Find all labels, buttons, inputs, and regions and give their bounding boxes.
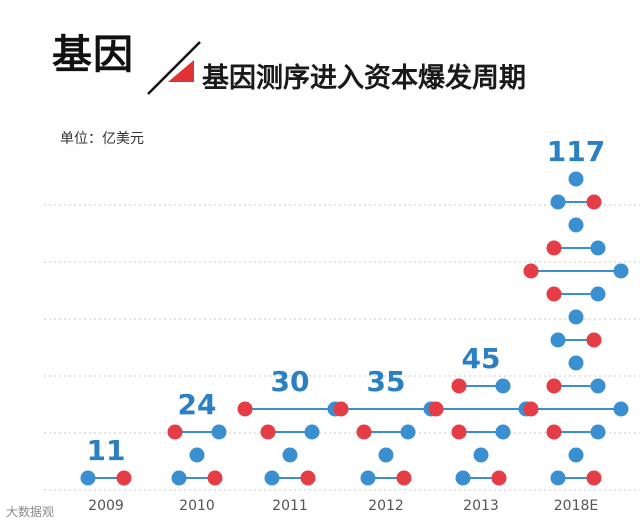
dot-right-2018E-10 (590, 240, 606, 256)
value-label-2012: 35 (367, 365, 406, 398)
dot-2012-1 (378, 447, 394, 463)
dot-right-2013-4 (495, 378, 511, 394)
dot-2018E-1 (568, 447, 584, 463)
x-tick-label-2013: 2013 (463, 498, 499, 514)
dot-right-2018E-2 (590, 424, 606, 440)
dot-right-2018E-9 (613, 263, 629, 279)
dot-right-2018E-0 (586, 470, 602, 486)
dot-left-2018E-3 (523, 401, 539, 417)
dot-2018E-5 (568, 355, 584, 371)
value-label-2009: 11 (87, 434, 126, 467)
dot-2013-1 (473, 447, 489, 463)
dot-left-2018E-6 (550, 332, 566, 348)
dot-right-2012-0 (396, 470, 412, 486)
watermark: 大数据观 (6, 505, 55, 519)
value-label-2010: 24 (178, 388, 217, 421)
dot-left-2013-4 (451, 378, 467, 394)
dot-left-2011-3 (237, 401, 253, 417)
dot-2010-1 (189, 447, 205, 463)
dot-right-2018E-8 (590, 286, 606, 302)
dot-2011-1 (282, 447, 298, 463)
dot-right-2010-2 (211, 424, 227, 440)
dot-left-2012-3 (333, 401, 349, 417)
dot-left-2012-0 (360, 470, 376, 486)
dot-left-2018E-12 (550, 194, 566, 210)
dot-right-2018E-6 (586, 332, 602, 348)
x-tick-label-2018E: 2018E (554, 498, 598, 514)
x-tick-label-2011: 2011 (272, 498, 308, 514)
dot-2018E-13 (568, 171, 584, 187)
dot-left-2018E-2 (546, 424, 562, 440)
dot-left-2013-2 (451, 424, 467, 440)
dot-left-2018E-9 (523, 263, 539, 279)
dot-left-2018E-10 (546, 240, 562, 256)
dot-right-2011-0 (300, 470, 316, 486)
dot-left-2012-2 (356, 424, 372, 440)
dot-right-2013-2 (495, 424, 511, 440)
dot-right-2011-2 (304, 424, 320, 440)
dot-right-2009-0 (116, 470, 132, 486)
dot-left-2011-0 (264, 470, 280, 486)
x-tick-label-2009: 2009 (88, 498, 124, 514)
dot-right-2018E-3 (613, 401, 629, 417)
dot-right-2012-2 (400, 424, 416, 440)
dot-left-2013-0 (455, 470, 471, 486)
red-slash-accent-icon (147, 41, 201, 95)
value-label-2011: 30 (271, 365, 310, 398)
value-label-2013: 45 (462, 342, 501, 375)
dot-right-2013-0 (491, 470, 507, 486)
dot-left-2011-2 (260, 424, 276, 440)
value-label-2018E: 117 (547, 135, 605, 168)
dot-right-2018E-12 (586, 194, 602, 210)
chart-title: 基因测序进入资本爆发周期 (202, 63, 526, 94)
chart-badge-title: 基因 (52, 32, 134, 78)
dot-left-2013-3 (428, 401, 444, 417)
x-tick-label-2012: 2012 (368, 498, 404, 514)
x-tick-label-2010: 2010 (179, 498, 215, 514)
dot-left-2010-0 (171, 470, 187, 486)
dot-left-2009-0 (80, 470, 96, 486)
dot-2018E-11 (568, 217, 584, 233)
dot-right-2010-0 (207, 470, 223, 486)
dot-left-2018E-0 (550, 470, 566, 486)
dot-right-2018E-4 (590, 378, 606, 394)
dot-left-2018E-8 (546, 286, 562, 302)
unit-label: 单位：亿美元 (60, 131, 144, 147)
dot-2018E-7 (568, 309, 584, 325)
dot-left-2018E-4 (546, 378, 562, 394)
dot-left-2010-2 (167, 424, 183, 440)
